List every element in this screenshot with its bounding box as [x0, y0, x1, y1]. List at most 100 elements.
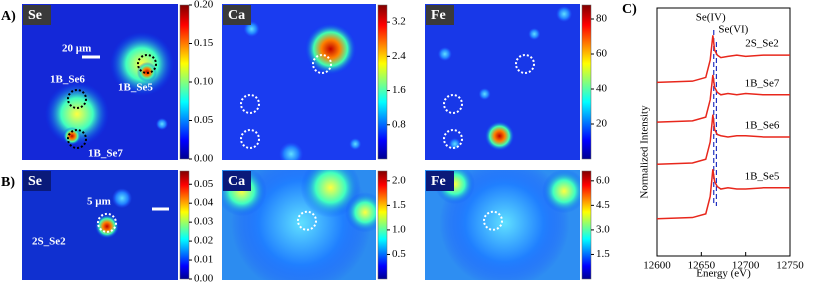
colorbar-tick-label: 20 — [596, 118, 608, 130]
colorbar-tick-label: 3.0 — [596, 223, 610, 235]
roi-circle — [297, 210, 317, 231]
colorbar-tick-label: 1.5 — [392, 199, 406, 211]
series-label: 1B_Se7 — [745, 77, 780, 89]
x-axis-label: Energy (eV) — [696, 268, 751, 280]
colorbar-tick-label: 80 — [596, 13, 608, 25]
map-blob — [156, 118, 168, 130]
heatmap-panel: Ca 0.5 1.0 1.5 2.0 — [222, 170, 406, 280]
roi-circle — [97, 212, 117, 233]
map-blob — [484, 121, 515, 151]
roi-circle — [443, 129, 463, 149]
colorbar-tick-label: 2.0 — [392, 174, 406, 186]
x-tick-label: 12750 — [776, 260, 804, 272]
colorbar-tick-label: 0.00 — [194, 273, 214, 282]
colorbar-tick-label: 0.05 — [194, 114, 214, 126]
map-blob — [542, 170, 580, 214]
colorbar — [377, 170, 388, 280]
colorbar-tick-label: 1.6 — [392, 84, 406, 96]
map-annotation: 1B_Se6 — [50, 74, 85, 86]
x-tick-label: 12650 — [688, 260, 716, 272]
map-title: Se — [28, 8, 42, 23]
map-blob — [556, 6, 573, 22]
colorbar-tick-label: 4.5 — [596, 199, 610, 211]
map-blob — [95, 214, 119, 239]
map-title: Se — [28, 174, 42, 189]
map-features — [222, 170, 376, 280]
map-features — [437, 6, 573, 151]
roi-circle — [312, 54, 332, 74]
series-label: 1B_Se6 — [745, 119, 780, 131]
roi-circle — [137, 54, 157, 74]
colorbar-tick-label: 0.5 — [392, 248, 406, 260]
map-features — [95, 188, 132, 239]
colorbar — [179, 4, 190, 160]
x-tick-label: 12600 — [643, 260, 671, 272]
map-blob — [279, 142, 304, 160]
heatmap-panel: Fe 20 40 60 80 — [425, 4, 608, 160]
line — [656, 114, 790, 165]
reference-label: Se(VI) — [718, 24, 748, 36]
map-blob — [63, 127, 81, 145]
colorbar-tick-label: 0.00 — [194, 153, 214, 165]
map-annotation: 1B_Se5 — [118, 82, 153, 94]
map-blob — [112, 188, 132, 209]
map-blob — [300, 170, 361, 218]
colorbar-tick-label: 0.20 — [194, 0, 214, 11]
series-label: 2S_Se2 — [745, 38, 779, 50]
title-box — [426, 171, 454, 191]
colorbar-tick-label: 6.0 — [596, 174, 610, 186]
map-title: Ca — [228, 8, 245, 23]
map-features — [45, 32, 174, 146]
colorbar-tick-label: 0.02 — [194, 235, 213, 247]
map-annotation: 2S_Se2 — [32, 236, 66, 248]
colorbar-tick-label: 0.05 — [194, 178, 214, 190]
colorbar-tick-label: 0.04 — [194, 197, 214, 209]
colorbar-tick-label: 0.15 — [194, 37, 214, 49]
roi-circle — [240, 94, 260, 114]
colorbar-tick-label: 2.4 — [392, 50, 406, 62]
colorbar-tick-label: 0.8 — [392, 118, 406, 130]
colorbar-tick-label: 1.0 — [392, 223, 406, 235]
title-box — [23, 171, 51, 191]
x-tick-label: 12700 — [732, 260, 760, 272]
colorbar-tick-label: 3.2 — [392, 16, 406, 28]
map-annotation: 1B_Se7 — [88, 148, 123, 160]
roi-circle — [240, 129, 260, 149]
colorbar-tick-label: 40 — [596, 83, 608, 95]
heatmap-panel: Se A) 20 µm 1B_Se6 1B_Se5 1B_Se7 0.00 0.05 0.10 0… — [1, 0, 214, 165]
title-box — [23, 5, 51, 25]
plot-frame — [656, 7, 791, 257]
colorbar-tick-label: 0.10 — [194, 76, 214, 88]
colorbar — [179, 170, 190, 280]
map-features — [434, 170, 580, 280]
colorbar — [581, 170, 592, 280]
map-title: Fe — [431, 8, 446, 23]
map-title: Fe — [431, 174, 446, 189]
series-label: 1B_Se5 — [745, 170, 780, 182]
map-blob — [304, 23, 357, 75]
map-blob — [437, 47, 452, 61]
line — [656, 74, 790, 123]
map-annotation: 5 µm — [87, 196, 111, 208]
map-blob — [45, 82, 109, 146]
line — [656, 169, 790, 220]
panel-label: B) — [1, 175, 15, 190]
heatmap-panel: Fe 1.5 3.0 4.5 6.0 — [425, 170, 610, 280]
heatmap-panel: Se B) 5 µm 2S_Se2 0.00 0.01 0.02 0.03 0.04 0.05 — [1, 170, 214, 282]
map-blob — [345, 192, 376, 233]
colorbar — [377, 4, 388, 160]
map-blob — [349, 138, 362, 150]
roi-circle — [443, 94, 463, 114]
panel-label: C) — [622, 2, 637, 17]
map-blob — [478, 88, 491, 100]
line — [656, 35, 790, 84]
colorbar-tick-label: 60 — [596, 48, 608, 60]
map-annotation: 20 µm — [62, 43, 91, 55]
colorbar-tick-label: 0.03 — [194, 216, 214, 228]
roi-circle — [67, 89, 87, 109]
panel-label: A) — [1, 9, 16, 24]
title-box — [223, 5, 251, 25]
roi-circle — [67, 129, 87, 149]
map-blob — [439, 170, 570, 280]
